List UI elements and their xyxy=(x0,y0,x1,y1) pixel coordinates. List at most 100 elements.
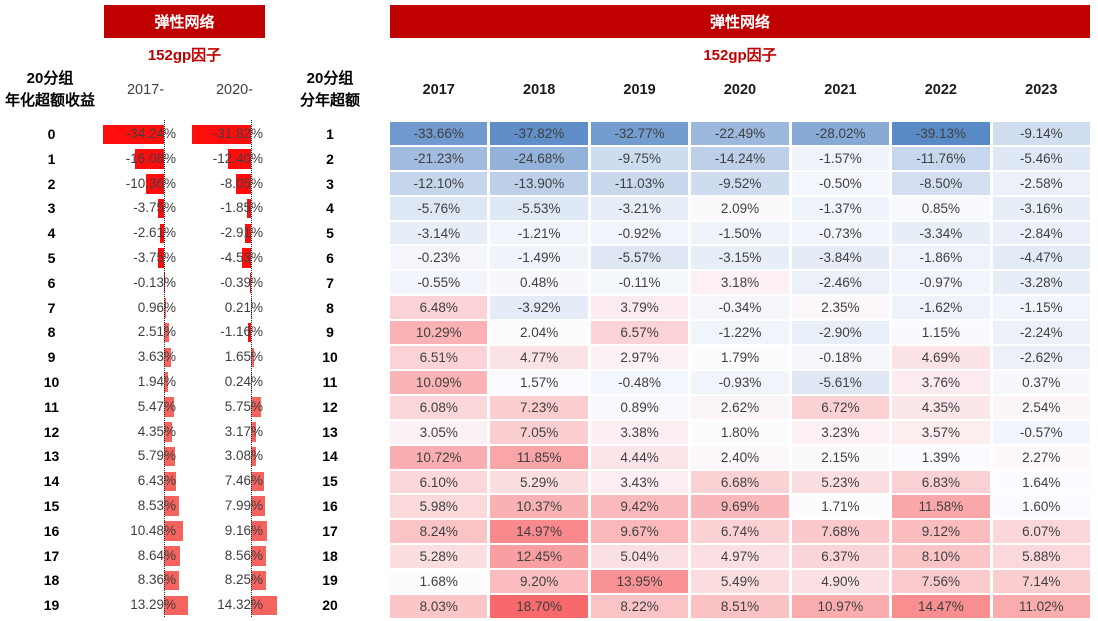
group-label: 1 xyxy=(326,126,334,142)
heatmap-cell: -0.48% xyxy=(590,370,689,394)
heatmap-cell: 3.18% xyxy=(691,271,789,295)
heatmap-cell: 18.70% xyxy=(490,595,588,618)
left-table-row: 8 2.51% -1.16% xyxy=(0,320,285,345)
value-label: -10.36% xyxy=(125,175,176,191)
value-label: -3.75% xyxy=(133,249,176,265)
heatmap-cell: -0.92% xyxy=(590,221,689,245)
heatmap-cell: 2.54% xyxy=(992,395,1090,419)
left-table-row: 15 8.53% 7.99% xyxy=(0,494,285,519)
positive-data-bar xyxy=(164,521,183,541)
heatmap-cell: 13.95% xyxy=(590,570,689,594)
positive-data-bar xyxy=(164,570,180,591)
heatmap-cell: 6.48% xyxy=(390,296,488,320)
left-table-subtitle: 152gp因子 xyxy=(147,47,222,64)
positive-data-bar xyxy=(250,471,265,492)
bar-cell: 5.47% xyxy=(103,395,188,420)
positive-data-bar xyxy=(250,570,266,591)
bar-cell: 5.75% xyxy=(192,395,277,420)
value-label: 2.51% xyxy=(137,324,176,340)
heatmap-cell: 10.29% xyxy=(390,321,488,345)
right-row-labels: 1 2 3 4 5 6 7 8 9 10 11 12 13 14 15 16 17 18 19 20 xyxy=(285,122,375,618)
heatmap-cell: 2.15% xyxy=(791,445,890,469)
heatmap-cell: 10.97% xyxy=(791,595,890,618)
heatmap-cell: 8.24% xyxy=(390,520,488,544)
value-label: 3.63% xyxy=(137,349,176,365)
value-label: 0.96% xyxy=(137,299,176,315)
heatmap-cell: 8.22% xyxy=(590,595,689,618)
heatmap-cell: -0.11% xyxy=(590,271,689,295)
value-label: -2.91% xyxy=(220,225,263,241)
heatmap-cell: -3.34% xyxy=(892,221,990,245)
value-label: 8.25% xyxy=(224,572,263,588)
group-label: 13 xyxy=(43,448,60,465)
positive-data-bar xyxy=(164,496,180,516)
heatmap-cell: -1.62% xyxy=(892,296,990,320)
heatmap-cell: -3.16% xyxy=(992,196,1090,220)
group-label: 5 xyxy=(47,249,56,266)
value-label: -8.05% xyxy=(220,175,263,191)
heatmap-cell: 1.15% xyxy=(892,321,990,345)
group-label: 4 xyxy=(326,200,334,217)
value-label: -3.75% xyxy=(133,200,176,216)
bar-cell: 9.16% xyxy=(192,519,277,544)
group-label: 11 xyxy=(44,398,59,415)
left-row-header-line1: 20分组 xyxy=(26,70,74,87)
positive-data-bar xyxy=(164,446,175,467)
heatmap-cell: 5.98% xyxy=(390,495,488,519)
value-label: 8.64% xyxy=(137,547,176,563)
heatmap-cell: 6.51% xyxy=(390,346,488,369)
heatmap-cell: 6.74% xyxy=(691,520,789,544)
value-label: 3.17% xyxy=(224,423,263,439)
group-label: 16 xyxy=(322,497,338,514)
value-label: 3.08% xyxy=(224,448,263,464)
left-table-row: 13 5.79% 3.08% xyxy=(0,444,285,469)
left-column-header-2020: 2020- xyxy=(215,82,254,98)
negative-data-bar xyxy=(247,198,251,219)
value-label: 0.21% xyxy=(224,299,263,315)
heatmap-cell: -1.37% xyxy=(791,196,890,220)
value-label: 5.75% xyxy=(224,398,263,414)
group-label: 10 xyxy=(322,349,338,366)
left-row-header-line2: 年化超额收益 xyxy=(4,92,95,109)
heatmap-cell: 9.42% xyxy=(590,495,689,519)
heatmap-cell: -5.53% xyxy=(490,196,588,220)
left-table-row: 9 3.63% 1.65% xyxy=(0,345,285,370)
bar-cell: 8.36% xyxy=(103,568,188,593)
left-table-row: 18 8.36% 8.25% xyxy=(0,568,285,593)
negative-data-bar xyxy=(227,149,251,169)
heatmap-cell: 1.60% xyxy=(992,495,1090,519)
bar-cell: 13.29% xyxy=(103,593,188,618)
heatmap-cell: -11.76% xyxy=(892,146,990,170)
value-label: 14.32% xyxy=(217,597,263,613)
heatmap-cell: 9.12% xyxy=(892,520,990,544)
heatmap-cell: 6.83% xyxy=(892,470,990,494)
group-label: 2 xyxy=(326,150,334,167)
bar-cell: 8.56% xyxy=(192,544,277,569)
heatmap-cell: 1.71% xyxy=(791,495,890,519)
positive-data-bar xyxy=(250,496,266,516)
heatmap-cell: 1.39% xyxy=(892,445,990,469)
negative-data-bar xyxy=(242,248,251,268)
heatmap-cell: 5.88% xyxy=(992,545,1090,569)
heatmap-cell: 8.10% xyxy=(892,545,990,569)
value-label: 6.43% xyxy=(137,473,176,489)
bar-cell: 0.21% xyxy=(192,296,277,321)
heatmap-cell: 14.97% xyxy=(490,520,588,544)
value-label: 10.48% xyxy=(130,522,176,538)
bar-cell: -3.75% xyxy=(103,196,188,221)
bar-cell: 7.46% xyxy=(192,469,277,494)
bar-cell: 3.08% xyxy=(192,444,277,469)
bar-cell: -0.13% xyxy=(103,271,188,296)
heatmap-cell: 1.80% xyxy=(691,420,789,444)
heatmap-cell: 5.49% xyxy=(691,570,789,594)
heatmap-cell: -2.90% xyxy=(791,321,890,345)
group-label: 3 xyxy=(326,175,334,192)
bar-cell: -16.08% xyxy=(103,147,188,172)
heatmap-cell: 3.57% xyxy=(892,420,990,444)
heatmap-cell: 3.05% xyxy=(390,420,488,444)
heatmap-cell: -2.24% xyxy=(992,321,1090,345)
heatmap-cell: -24.68% xyxy=(490,146,588,170)
heatmap-cell: 2.35% xyxy=(791,296,890,320)
right-table-title-banner: 弹性网络 xyxy=(390,5,1090,38)
left-table-row: 17 8.64% 8.56% xyxy=(0,544,285,569)
